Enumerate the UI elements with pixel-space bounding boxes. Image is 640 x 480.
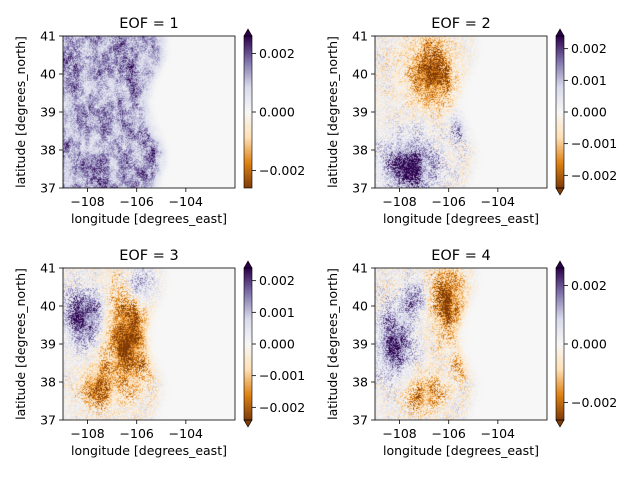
panel-title: EOF = 4 [431, 248, 491, 264]
y-tick-label: 38 [40, 143, 56, 158]
heatmap-image [63, 268, 235, 420]
y-tick-label: 40 [352, 67, 368, 82]
panel-eof-1: EOF = 1 −108 −106 −104 37 38 39 40 41 longitude [… [13, 16, 305, 226]
x-axis-label: longitude [degrees_east] [383, 211, 539, 226]
y-tick-label: 40 [352, 299, 368, 314]
colorbar-tick-label: −0.002 [259, 400, 305, 415]
x-tick-label: −108 [382, 194, 416, 209]
x-tick-label: −108 [382, 426, 416, 441]
y-tick-label: 38 [352, 375, 368, 390]
x-axis-label: longitude [degrees_east] [71, 211, 227, 226]
x-axis-label: longitude [degrees_east] [383, 443, 539, 458]
x-tick-label: −108 [70, 426, 104, 441]
heatmap-image [375, 36, 547, 188]
y-tick-label: 37 [40, 413, 56, 428]
y-axis-label: latitude [degrees_north] [13, 268, 28, 420]
colorbar: 0.002 0.001 0.000 −0.001 −0.002 [243, 260, 305, 428]
x-tick-label: −106 [432, 426, 466, 441]
heatmap-image [375, 268, 547, 420]
colorbar-tick-label: 0.000 [571, 105, 607, 120]
x-axis-label: longitude [degrees_east] [71, 443, 227, 458]
heatmap-image [63, 36, 235, 188]
panel-eof-3: EOF = 3 −108 −106 −104 37 38 39 40 41 longitude [… [13, 248, 305, 458]
panel-title: EOF = 3 [119, 248, 179, 264]
y-tick-label: 39 [352, 105, 368, 120]
colorbar-tick-label: 0.000 [259, 105, 295, 120]
colorbar-gradient [556, 268, 564, 420]
y-tick-label: 39 [40, 337, 56, 352]
y-axis-label: latitude [degrees_north] [325, 36, 340, 188]
colorbar: 0.002 0.000 −0.002 [555, 260, 617, 428]
y-tick-label: 40 [40, 67, 56, 82]
y-tick-label: 37 [352, 181, 368, 196]
colorbar-extend-min [555, 187, 565, 196]
y-tick-label: 41 [352, 29, 368, 44]
y-tick-label: 38 [352, 143, 368, 158]
colorbar-gradient [244, 268, 252, 420]
colorbar-extend-max [555, 260, 565, 269]
colorbar-tick-label: 0.002 [259, 273, 295, 288]
y-tick-label: 41 [40, 29, 56, 44]
panel-eof-2: EOF = 2 −108 −106 −104 37 38 39 40 41 longitude [… [325, 16, 617, 226]
y-tick-label: 37 [352, 413, 368, 428]
colorbar-extend-max [243, 260, 253, 269]
x-tick-label: −106 [120, 194, 154, 209]
x-tick-label: −106 [120, 426, 154, 441]
x-tick-label: −104 [169, 194, 203, 209]
colorbar: 0.002 0.001 0.000 −0.001 −0.002 [555, 28, 617, 196]
colorbar-tick-label: 0.002 [571, 278, 607, 293]
colorbar-tick-label: −0.002 [571, 395, 617, 410]
colorbar-gradient [244, 36, 252, 188]
x-tick-label: −108 [70, 194, 104, 209]
panel-eof-4: EOF = 4 −108 −106 −104 37 38 39 40 41 longitude [… [325, 248, 617, 458]
y-axis-label: latitude [degrees_north] [325, 268, 340, 420]
colorbar-extend-max [555, 28, 565, 37]
colorbar-gradient [556, 36, 564, 188]
x-tick-label: −106 [432, 194, 466, 209]
colorbar-tick-label: −0.002 [571, 168, 617, 183]
y-tick-label: 41 [352, 261, 368, 276]
colorbar-extend-min [555, 419, 565, 428]
colorbar-tick-label: 0.001 [571, 73, 607, 88]
colorbar-tick-label: 0.001 [259, 305, 295, 320]
x-tick-label: −104 [481, 426, 515, 441]
colorbar-tick-label: −0.001 [571, 136, 617, 151]
x-tick-label: −104 [169, 426, 203, 441]
colorbar-tick-label: 0.002 [259, 46, 295, 61]
panel-title: EOF = 2 [431, 16, 491, 32]
colorbar-tick-label: 0.002 [571, 41, 607, 56]
colorbar-extend-max [243, 28, 253, 37]
colorbar-tick-label: 0.000 [259, 337, 295, 352]
colorbar-tick-label: 0.000 [571, 337, 607, 352]
y-axis-label: latitude [degrees_north] [13, 36, 28, 188]
panels: EOF = 1 −108 −106 −104 37 38 39 40 41 longitude [… [13, 16, 617, 458]
colorbar: 0.002 0.000 −0.002 [243, 28, 305, 189]
y-tick-label: 39 [352, 337, 368, 352]
colorbar-extend-min [243, 419, 253, 428]
colorbar-tick-label: −0.001 [259, 368, 305, 383]
y-tick-label: 37 [40, 181, 56, 196]
colorbar-tick-label: −0.002 [259, 163, 305, 178]
y-tick-label: 40 [40, 299, 56, 314]
panel-title: EOF = 1 [119, 16, 179, 32]
x-tick-label: −104 [481, 194, 515, 209]
y-tick-label: 38 [40, 375, 56, 390]
y-tick-label: 39 [40, 105, 56, 120]
y-tick-label: 41 [40, 261, 56, 276]
